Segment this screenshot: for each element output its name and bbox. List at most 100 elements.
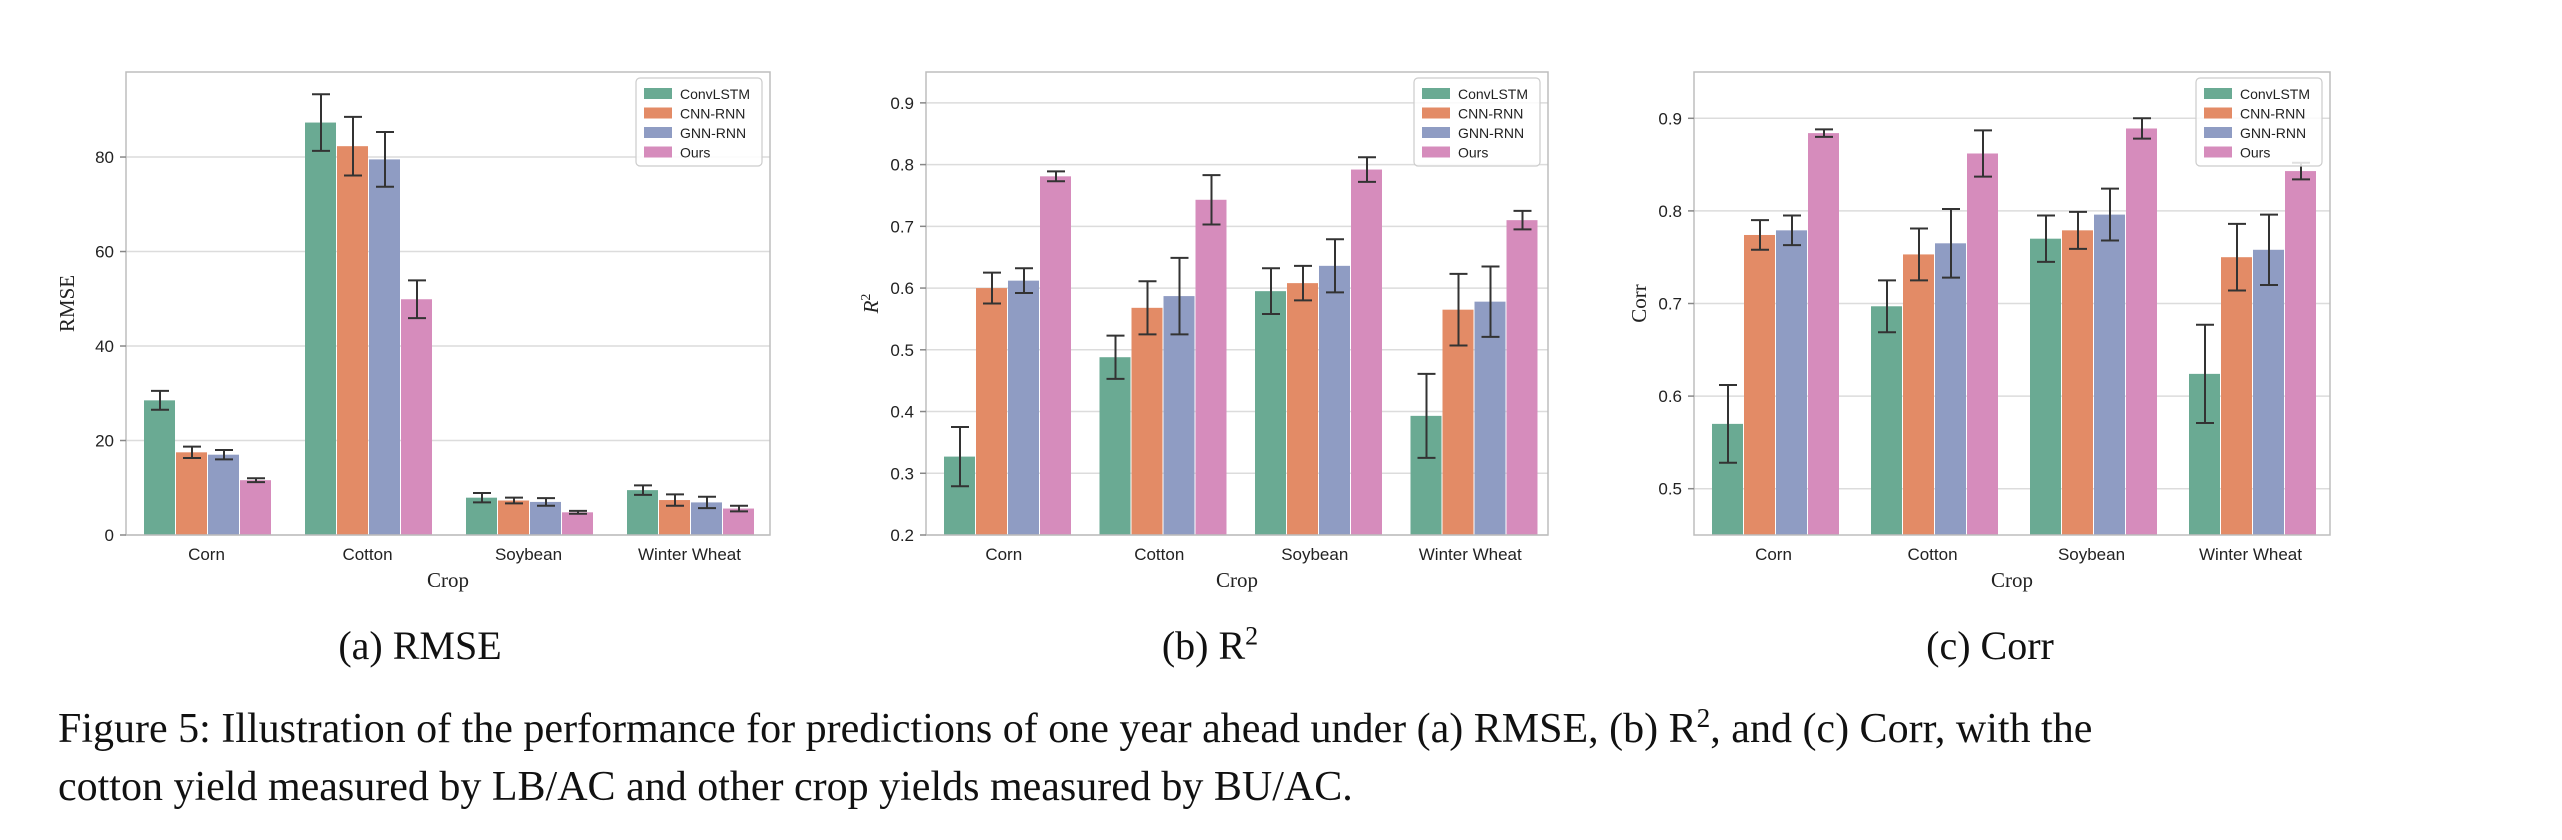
y-tick-label: 0.3 xyxy=(890,464,914,483)
bar-ours-corn xyxy=(240,480,271,535)
legend-swatch-convlstm xyxy=(2204,88,2232,99)
x-tick-label-cotton: Cotton xyxy=(1134,545,1184,564)
legend-label-cnn-rnn: CNN-RNN xyxy=(2240,106,2305,122)
legend-label-ours: Ours xyxy=(2240,145,2270,161)
bar-ours-soybean xyxy=(1351,169,1382,535)
y-axis-label-main: Corr xyxy=(1627,284,1651,323)
y-tick-label: 0.2 xyxy=(890,526,914,545)
legend-swatch-ours xyxy=(1422,146,1450,158)
legend-box xyxy=(2195,77,2323,167)
y-axis-label: Corr xyxy=(1627,284,1651,323)
legend-label-ours: Ours xyxy=(1458,145,1488,161)
caption-line-2: cotton yield measured by LB/AC and other… xyxy=(58,764,1353,810)
bar-convlstm-corn xyxy=(144,400,175,535)
legend-swatch-ours xyxy=(2204,146,2232,158)
bar-ours-soybean xyxy=(2126,128,2157,535)
bar-cnn-rnn-cotton xyxy=(337,146,368,535)
figure-caption: Figure 5: Illustration of the performanc… xyxy=(58,700,2528,816)
legend-label-gnn-rnn: GNN-RNN xyxy=(680,125,746,141)
bar-ours-cotton xyxy=(401,299,432,535)
legend-label-convlstm: ConvLSTM xyxy=(680,86,750,102)
x-tick-label-corn: Corn xyxy=(985,545,1022,564)
y-tick-label: 0.6 xyxy=(1658,387,1682,406)
y-tick-label: 0.9 xyxy=(1658,109,1682,128)
x-tick-label-soybean: Soybean xyxy=(495,545,562,564)
bar-ours-winter-wheat xyxy=(723,508,754,535)
bar-ours-winter-wheat xyxy=(1506,220,1538,535)
bar-gnn-rnn-soybean xyxy=(1319,265,1350,535)
legend-label-convlstm: ConvLSTM xyxy=(1458,86,1528,102)
bar-gnn-rnn-soybean xyxy=(530,501,561,535)
bar-convlstm-winter-wheat xyxy=(627,490,658,535)
x-tick-label-soybean: Soybean xyxy=(1281,545,1348,564)
bar-gnn-rnn-corn xyxy=(1008,280,1039,535)
bar-gnn-rnn-cotton xyxy=(1163,296,1195,535)
subcaption-rmse: (a) RMSE xyxy=(338,623,502,668)
y-tick-label: 0.8 xyxy=(1658,202,1682,221)
bar-gnn-rnn-cotton xyxy=(369,159,400,535)
y-axis-label: RMSE xyxy=(55,275,79,332)
y-tick-label: 20 xyxy=(95,432,114,451)
plot-frame xyxy=(925,71,1549,536)
legend-box xyxy=(1413,77,1541,167)
bar-cnn-rnn-cotton xyxy=(1903,254,1934,535)
bar-ours-corn xyxy=(1808,133,1839,535)
bar-cnn-rnn-soybean xyxy=(498,500,529,535)
legend-swatch-gnn-rnn xyxy=(644,127,672,138)
bar-gnn-rnn-corn xyxy=(208,454,239,535)
y-tick-label: 60 xyxy=(95,243,114,262)
plot-frame xyxy=(125,71,771,536)
legend-swatch-convlstm xyxy=(1422,88,1450,99)
y-tick-label: 0.6 xyxy=(890,279,914,298)
legend-swatch-cnn-rnn xyxy=(644,107,672,119)
x-tick-label-corn: Corn xyxy=(188,545,225,564)
bar-cnn-rnn-soybean xyxy=(1287,283,1318,535)
y-tick-label: 40 xyxy=(95,337,114,356)
bar-gnn-rnn-cotton xyxy=(1935,243,1966,535)
x-tick-label-soybean: Soybean xyxy=(2058,545,2125,564)
legend-swatch-gnn-rnn xyxy=(1422,127,1450,138)
x-tick-label-corn: Corn xyxy=(1755,545,1792,564)
legend-label-gnn-rnn: GNN-RNN xyxy=(1458,125,1524,141)
x-tick-label-cotton: Cotton xyxy=(1907,545,1957,564)
x-axis-label: Crop xyxy=(1991,568,2033,592)
bar-convlstm-cotton xyxy=(1871,306,1902,535)
x-tick-label-winter-wheat: Winter Wheat xyxy=(1419,545,1522,564)
x-tick-label-cotton: Cotton xyxy=(342,545,392,564)
legend-label-gnn-rnn: GNN-RNN xyxy=(2240,125,2306,141)
bar-convlstm-soybean xyxy=(466,497,497,535)
bar-ours-winter-wheat xyxy=(2285,171,2316,535)
legend-swatch-convlstm xyxy=(644,88,672,99)
subcaption-corr: (c) Corr xyxy=(1926,623,2054,668)
bar-cnn-rnn-winter-wheat xyxy=(2221,257,2252,535)
legend-swatch-gnn-rnn xyxy=(2204,127,2232,138)
y-tick-label: 0.9 xyxy=(890,94,914,113)
bar-ours-soybean xyxy=(562,512,593,535)
x-axis-label: Crop xyxy=(1216,568,1258,592)
x-tick-label-winter-wheat: Winter Wheat xyxy=(638,545,741,564)
bar-cnn-rnn-corn xyxy=(976,288,1007,535)
bar-gnn-rnn-winter-wheat xyxy=(1474,301,1506,535)
bar-cnn-rnn-corn xyxy=(1744,234,1775,535)
bar-convlstm-cotton xyxy=(1099,357,1131,535)
legend-swatch-ours xyxy=(644,146,672,158)
y-axis-label: R2 xyxy=(859,294,883,315)
y-tick-label: 0.4 xyxy=(890,403,914,422)
y-tick-label: 80 xyxy=(95,148,114,167)
y-tick-label: 0 xyxy=(105,526,114,545)
bar-gnn-rnn-winter-wheat xyxy=(2253,249,2284,536)
legend-label-cnn-rnn: CNN-RNN xyxy=(680,106,745,122)
y-tick-label: 0.5 xyxy=(1658,480,1682,499)
bar-ours-cotton xyxy=(1195,199,1227,535)
chart-rmse: Corn Cotton Soybean Winter Wheat 0 20 40 60 80 Cr… xyxy=(55,71,771,592)
bar-cnn-rnn-cotton xyxy=(1131,307,1163,535)
bar-gnn-rnn-corn xyxy=(1776,230,1807,535)
chart-corr: Corn Cotton Soybean Winter Wheat 0.5 0.6 0.7 0.… xyxy=(1627,71,2331,592)
bar-cnn-rnn-winter-wheat xyxy=(1442,309,1474,535)
bar-cnn-rnn-corn xyxy=(176,452,207,535)
x-tick-label-winter-wheat: Winter Wheat xyxy=(2199,545,2302,564)
y-tick-label: 0.7 xyxy=(890,217,914,236)
y-axis-label-sup: 2 xyxy=(859,294,874,301)
legend-box xyxy=(635,77,763,167)
